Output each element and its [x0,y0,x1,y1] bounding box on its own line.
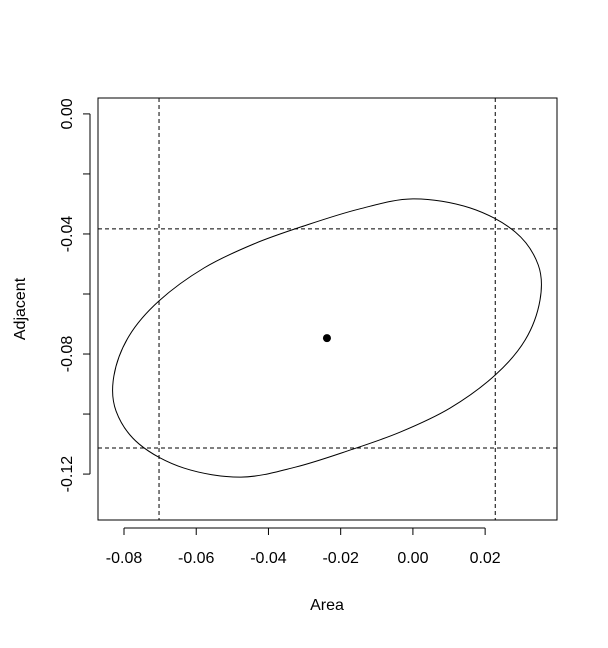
plot-frame [97,97,558,521]
x-axis-label: Area [310,597,344,614]
x-tick-label: 0.00 [397,550,428,567]
y-axis-label: Adjacent [12,277,29,340]
confidence-ellipse [112,198,543,478]
x-tick-label: -0.02 [322,550,359,567]
x-tick-label: -0.06 [178,550,215,567]
x-tick-label: -0.04 [250,550,287,567]
y-tick-label: -0.12 [59,456,76,493]
center-point [322,334,331,343]
y-tick-label: -0.04 [59,216,76,253]
y-tick-label: -0.08 [59,336,76,373]
x-tick-label: -0.08 [106,550,143,567]
x-tick-label: 0.02 [470,550,501,567]
y-tick-label: 0.00 [59,98,76,129]
